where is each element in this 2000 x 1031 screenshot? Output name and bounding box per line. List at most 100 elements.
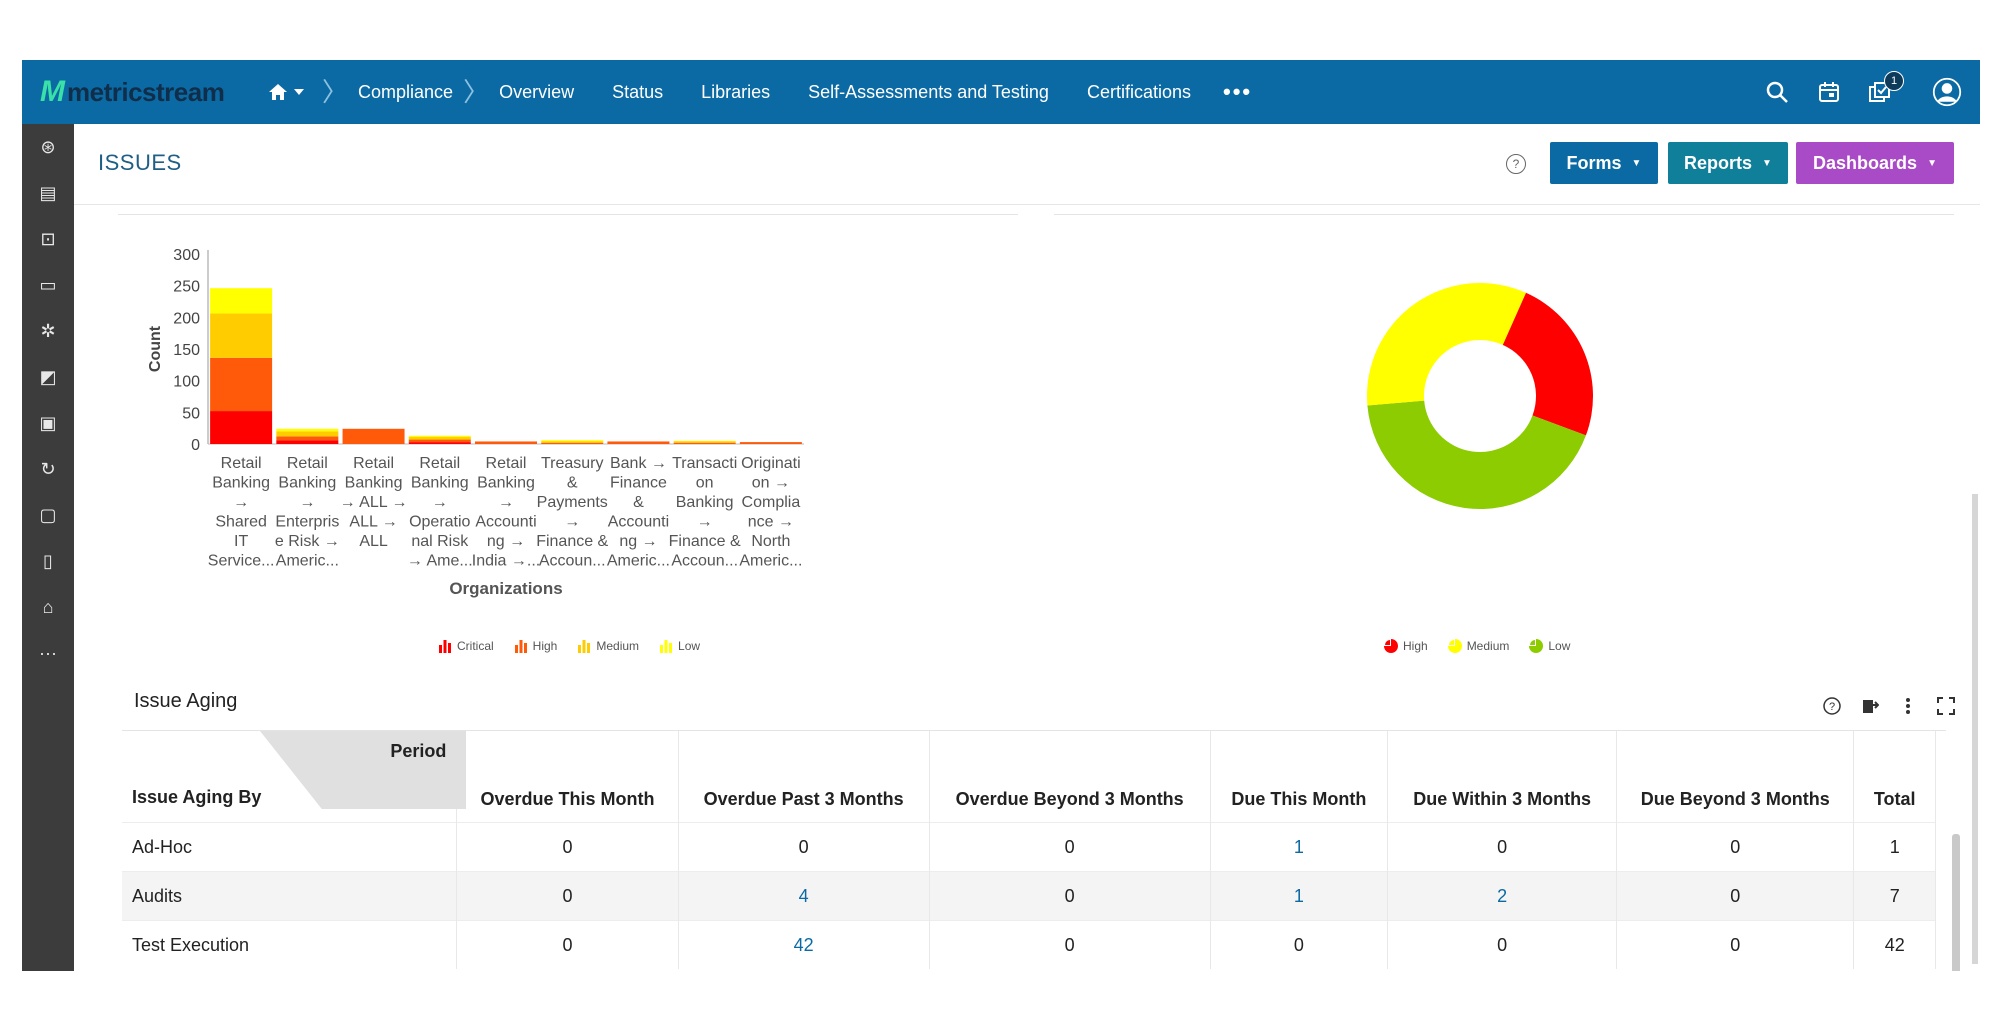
column-header[interactable]: Due Within 3 Months xyxy=(1387,731,1618,823)
x-tick-label: Shared xyxy=(215,514,267,531)
donut-slice-medium[interactable] xyxy=(1367,282,1526,406)
table-cell: 0 xyxy=(456,822,679,872)
forms-button[interactable]: Forms ▼ xyxy=(1550,142,1658,184)
bar-segment-high xyxy=(541,442,604,444)
rail-item-reports[interactable]: ⊡ xyxy=(22,216,74,262)
issue-aging-toolbar: ? xyxy=(1822,696,1956,716)
table-cell: 0 xyxy=(1387,822,1618,872)
expand-icon xyxy=(1937,697,1955,715)
metricstream-logo[interactable]: M metricstream xyxy=(40,75,225,108)
rail-item-wallet[interactable]: ▢ xyxy=(22,492,74,538)
legend-item-critical[interactable]: Critical xyxy=(438,639,494,653)
caret-down-icon: ▼ xyxy=(1762,157,1772,169)
rail-item-forms[interactable]: ▤ xyxy=(22,170,74,216)
count-link[interactable]: 1 xyxy=(1210,822,1389,872)
dashboards-button[interactable]: Dashboards ▼ xyxy=(1796,142,1954,184)
nav-compliance[interactable]: Compliance xyxy=(358,81,454,102)
nav-overview[interactable]: Overview xyxy=(499,81,575,102)
home-menu-button[interactable] xyxy=(268,83,304,101)
table-cell: 0 xyxy=(678,822,930,872)
table-scrollbar[interactable] xyxy=(1952,834,1960,971)
export-button[interactable] xyxy=(1860,696,1880,716)
bar-legend-icon xyxy=(660,640,673,653)
nav-status[interactable]: Status xyxy=(612,81,664,102)
column-header[interactable]: Total xyxy=(1853,731,1936,823)
rail-item-more[interactable]: ··· xyxy=(22,630,74,676)
search-button[interactable] xyxy=(1762,77,1792,107)
legend-item-low[interactable]: Low xyxy=(1529,639,1570,653)
help-button[interactable]: ? xyxy=(1822,696,1842,716)
x-tick-label: Finance & xyxy=(536,533,608,550)
bar-segment-medium xyxy=(210,313,273,358)
table-corner-header: Period Issue Aging By xyxy=(122,731,466,823)
column-header[interactable]: Overdue Past 3 Months xyxy=(678,731,930,823)
page-title: ISSUES xyxy=(98,150,182,175)
nav-more-button[interactable]: ••• xyxy=(1223,79,1253,104)
table-cell: 7 xyxy=(1853,871,1936,921)
bar-segment-critical xyxy=(276,440,339,444)
rail-item-cycles[interactable]: ↻ xyxy=(22,446,74,492)
count-link[interactable]: 4 xyxy=(678,871,930,921)
count-link[interactable]: 42 xyxy=(678,920,930,969)
x-tick-label: → xyxy=(498,494,514,511)
donut-slice-low[interactable] xyxy=(1367,400,1586,510)
legend-item-medium[interactable]: Medium xyxy=(577,639,639,653)
bar-segment-medium xyxy=(673,441,736,443)
forms-button-label: Forms xyxy=(1566,152,1622,173)
monitor-icon: ▭ xyxy=(39,274,57,295)
rail-item-help-docs[interactable]: ▯ xyxy=(22,538,74,584)
column-header[interactable]: Overdue Beyond 3 Months xyxy=(929,731,1211,823)
wallet-icon: ▢ xyxy=(39,504,57,525)
x-tick-label: ng → xyxy=(487,533,525,550)
x-tick-label: nal Risk xyxy=(411,533,469,550)
count-link[interactable]: 1 xyxy=(1210,871,1389,921)
reports-button[interactable]: Reports ▼ xyxy=(1668,142,1788,184)
rail-item-documents[interactable]: ◩ xyxy=(22,354,74,400)
x-tick-label: on → xyxy=(752,475,790,492)
x-tick-label: Finance & xyxy=(669,533,741,550)
x-tick-label: e Risk → xyxy=(275,533,340,550)
refresh-icon: ↻ xyxy=(40,458,56,479)
help-icon[interactable]: ? xyxy=(1506,154,1526,174)
x-tick-label: Americ... xyxy=(739,553,802,570)
table-cell: 0 xyxy=(1616,871,1855,921)
pie-legend-icon xyxy=(1447,639,1462,653)
tasks-button[interactable]: 1 xyxy=(1866,71,1904,107)
rail-item-library[interactable]: ▣ xyxy=(22,400,74,446)
rail-item-dashboard[interactable]: ⊛ xyxy=(22,124,74,170)
legend-item-medium[interactable]: Medium xyxy=(1447,639,1509,653)
legend-item-low[interactable]: Low xyxy=(659,639,700,653)
expand-button[interactable] xyxy=(1936,696,1956,716)
breadcrumb-separator: 〉 xyxy=(322,77,349,107)
donut-slice-high[interactable] xyxy=(1502,292,1593,436)
table-cell: 0 xyxy=(929,871,1211,921)
y-tick-label: 300 xyxy=(173,247,200,264)
more-options-button[interactable] xyxy=(1898,696,1918,716)
legend-item-high[interactable]: High xyxy=(514,639,557,653)
vertical-dots-icon xyxy=(1906,698,1910,714)
calendar-button[interactable] xyxy=(1814,77,1844,107)
column-header[interactable]: Due Beyond 3 Months xyxy=(1616,731,1855,823)
x-tick-label: Retail xyxy=(287,455,328,472)
column-header[interactable]: Overdue This Month xyxy=(456,731,679,823)
column-header[interactable]: Due This Month xyxy=(1210,731,1389,823)
table-cell: 0 xyxy=(929,920,1211,969)
nav-libraries[interactable]: Libraries xyxy=(701,81,771,102)
nav-self-assessments[interactable]: Self-Assessments and Testing xyxy=(808,81,1049,102)
rail-item-settings[interactable]: ✲ xyxy=(22,308,74,354)
row-label: Ad-Hoc xyxy=(122,822,458,872)
table-cell: 0 xyxy=(456,920,679,969)
bar-legend-icon xyxy=(439,640,451,653)
page-scrollbar[interactable] xyxy=(1972,494,1978,964)
x-tick-label: on xyxy=(696,475,714,492)
count-link[interactable]: 2 xyxy=(1387,871,1618,921)
row-label: Test Execution xyxy=(122,920,458,969)
legend-item-high[interactable]: High xyxy=(1384,639,1428,653)
rail-item-institution[interactable]: ⌂ xyxy=(22,584,74,630)
nav-certifications[interactable]: Certifications xyxy=(1086,81,1191,102)
user-profile-button[interactable] xyxy=(1932,77,1962,107)
x-tick-label: Retail xyxy=(221,455,262,472)
svg-text:?: ? xyxy=(1829,701,1835,713)
rail-item-monitor[interactable]: ▭ xyxy=(22,262,74,308)
y-axis-title: Count xyxy=(147,325,164,372)
